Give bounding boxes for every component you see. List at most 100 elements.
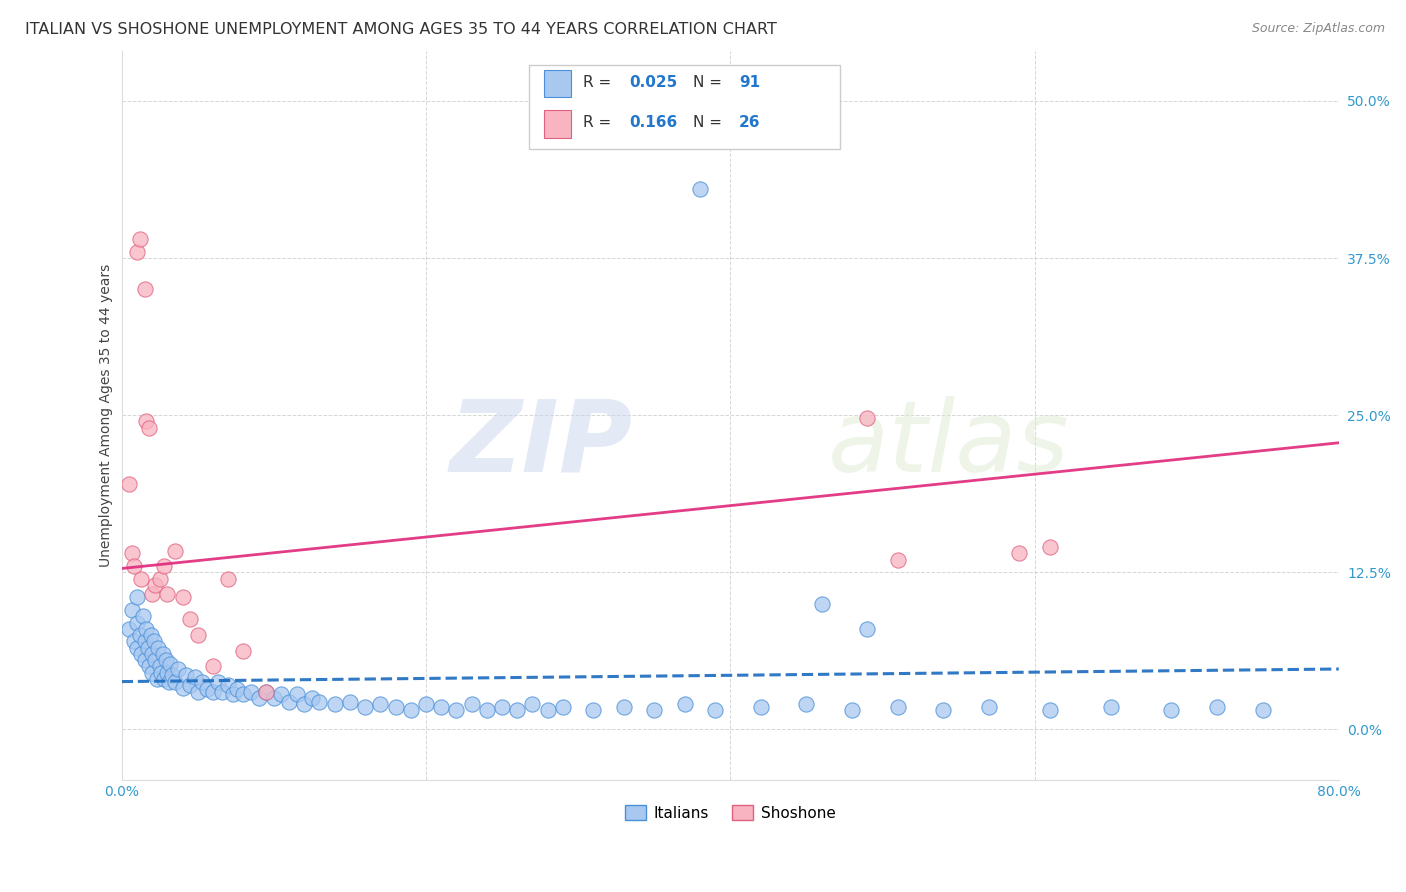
Point [247, 690, 270, 705]
Point [537, 704, 560, 718]
Point [232, 687, 254, 701]
Legend: Italians, Shoshone: Italians, Shoshone [619, 798, 842, 827]
Point [141, 586, 163, 600]
Point [131, 572, 153, 586]
Point [138, 659, 160, 673]
Point [689, 182, 711, 196]
Point [1039, 704, 1062, 718]
Point [977, 699, 1000, 714]
Point [354, 699, 377, 714]
Bar [544, 110, 571, 137]
Text: atlas: atlas [828, 396, 1069, 492]
Point [810, 597, 832, 611]
Point [217, 572, 239, 586]
Y-axis label: Unemployment Among Ages 35 to 44 years: Unemployment Among Ages 35 to 44 years [100, 263, 114, 566]
Point [174, 668, 197, 682]
Point [134, 653, 156, 667]
Point [136, 640, 159, 655]
Point [384, 699, 406, 714]
Point [551, 699, 574, 714]
Point [143, 578, 166, 592]
Point [172, 591, 194, 605]
Point [179, 612, 201, 626]
Point [139, 628, 162, 642]
Point [475, 704, 498, 718]
Point [1039, 540, 1062, 554]
Point [794, 697, 817, 711]
Point [263, 690, 285, 705]
Point [163, 544, 186, 558]
Point [121, 603, 143, 617]
Text: R =: R = [583, 115, 616, 130]
Point [150, 665, 173, 680]
Point [201, 684, 224, 698]
Point [156, 665, 179, 680]
Point [149, 659, 172, 673]
Text: 26: 26 [738, 115, 761, 130]
Point [292, 697, 315, 711]
Point [399, 704, 422, 718]
Point [301, 690, 323, 705]
Point [207, 674, 229, 689]
Point [856, 410, 879, 425]
Point [749, 699, 772, 714]
Point [159, 657, 181, 671]
Text: 0.025: 0.025 [630, 75, 678, 90]
Point [446, 704, 468, 718]
Point [153, 558, 176, 573]
Point [522, 697, 544, 711]
Point [1160, 704, 1182, 718]
Point [886, 699, 908, 714]
Point [148, 640, 170, 655]
Point [240, 684, 263, 698]
Point [191, 674, 214, 689]
Point [339, 695, 361, 709]
FancyBboxPatch shape [530, 65, 839, 149]
Point [1099, 699, 1122, 714]
Point [122, 558, 145, 573]
Point [217, 678, 239, 692]
Point [167, 662, 190, 676]
Point [145, 672, 167, 686]
Point [201, 659, 224, 673]
Point [211, 684, 233, 698]
Point [254, 684, 277, 698]
Point [172, 681, 194, 695]
Point [491, 699, 513, 714]
Point [1206, 699, 1229, 714]
Point [143, 653, 166, 667]
Bar [544, 70, 571, 97]
Point [1008, 546, 1031, 560]
Point [856, 622, 879, 636]
Text: 91: 91 [738, 75, 759, 90]
Point [370, 697, 392, 711]
Point [156, 586, 179, 600]
Point [323, 697, 346, 711]
Text: ITALIAN VS SHOSHONE UNEMPLOYMENT AMONG AGES 35 TO 44 YEARS CORRELATION CHART: ITALIAN VS SHOSHONE UNEMPLOYMENT AMONG A… [25, 22, 778, 37]
Point [141, 647, 163, 661]
Point [153, 672, 176, 686]
Text: N =: N = [693, 75, 727, 90]
Point [278, 695, 301, 709]
Point [135, 414, 157, 428]
Point [121, 546, 143, 560]
Point [415, 697, 437, 711]
Point [222, 687, 245, 701]
Point [118, 477, 141, 491]
Point [460, 697, 482, 711]
Point [179, 678, 201, 692]
Point [308, 695, 330, 709]
Point [134, 634, 156, 648]
Point [226, 682, 249, 697]
Point [886, 552, 908, 566]
Point [125, 615, 148, 630]
Text: Source: ZipAtlas.com: Source: ZipAtlas.com [1251, 22, 1385, 36]
Point [183, 669, 205, 683]
Point [582, 704, 605, 718]
Point [270, 687, 292, 701]
Point [157, 674, 180, 689]
Point [673, 697, 696, 711]
Point [643, 704, 665, 718]
Text: R =: R = [583, 75, 616, 90]
Point [122, 634, 145, 648]
